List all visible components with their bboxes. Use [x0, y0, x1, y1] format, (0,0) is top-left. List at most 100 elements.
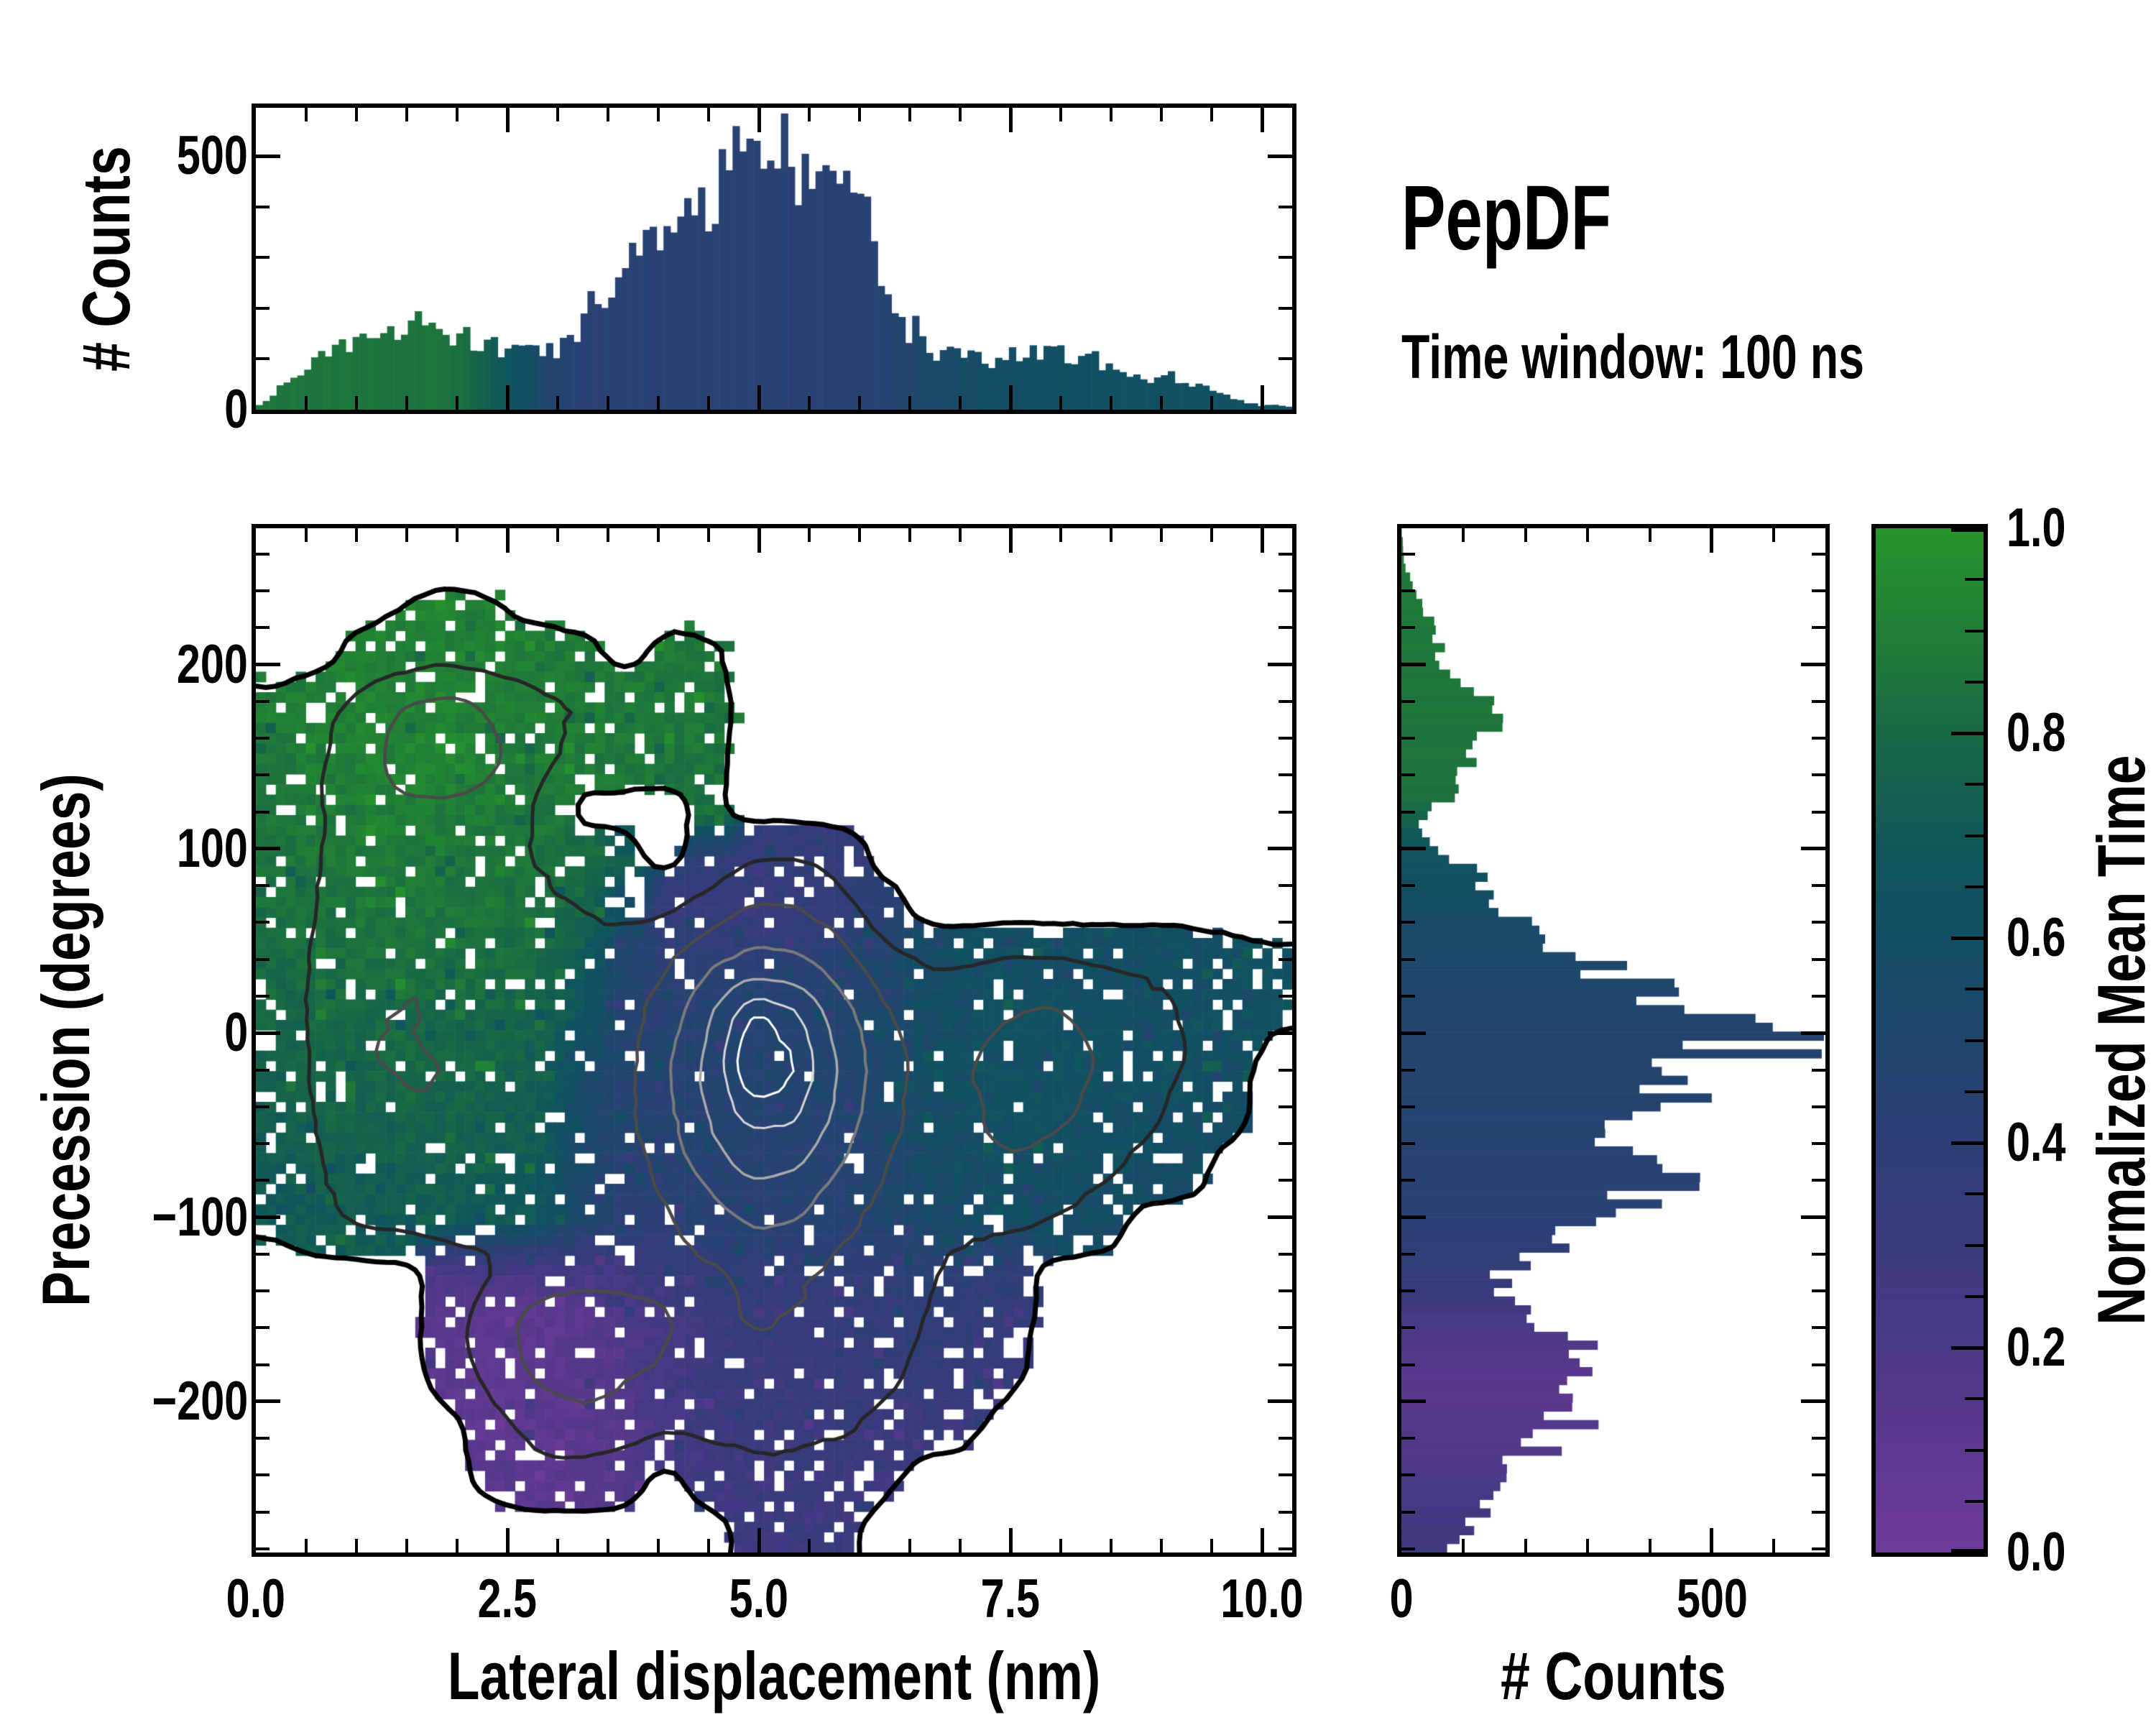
minor-tick-mark — [1812, 994, 1825, 998]
minor-tick-mark — [305, 396, 308, 410]
minor-tick-mark — [607, 1539, 609, 1552]
minor-tick-mark — [1812, 552, 1825, 556]
minor-tick-mark — [405, 528, 408, 542]
right-xaxis-label: # Counts — [1501, 1638, 1726, 1714]
minor-tick-mark — [1812, 810, 1825, 814]
minor-tick-mark — [256, 773, 270, 777]
minor-tick-mark — [1401, 810, 1415, 814]
main-y-tick-label: 200 — [177, 633, 248, 695]
main-heatmap-canvas — [256, 528, 1292, 1552]
minor-tick-mark — [1279, 205, 1292, 208]
minor-tick-mark — [1812, 921, 1825, 924]
minor-tick-mark — [1401, 957, 1415, 961]
minor-tick-mark — [256, 994, 270, 998]
minor-tick-mark — [556, 396, 559, 410]
minor-tick-mark — [1279, 357, 1292, 361]
colorbar — [1871, 524, 1988, 1557]
minor-tick-mark — [256, 1252, 270, 1256]
major-tick-mark — [505, 528, 510, 553]
minor-tick-mark — [1812, 1142, 1825, 1146]
minor-tick-mark — [256, 1105, 270, 1108]
major-tick-mark — [1260, 385, 1264, 410]
minor-tick-mark — [1401, 1326, 1415, 1330]
minor-tick-mark — [1401, 1179, 1415, 1182]
major-tick-mark — [1801, 1215, 1825, 1220]
minor-tick-mark — [1524, 1539, 1527, 1552]
minor-tick-mark — [1279, 884, 1292, 888]
colorbar-tick-label: 0.0 — [2007, 1522, 2066, 1583]
minor-tick-mark — [1648, 1539, 1651, 1552]
top-y-tick-label: 500 — [177, 125, 248, 187]
right-marginal-canvas — [1401, 528, 1825, 1552]
minor-tick-mark — [858, 528, 861, 542]
minor-tick-mark — [1965, 1397, 1984, 1401]
minor-tick-mark — [607, 108, 609, 121]
minor-tick-mark — [1279, 921, 1292, 924]
minor-tick-mark — [1279, 1510, 1292, 1514]
main-y-tick-label: 0 — [224, 1002, 248, 1064]
minor-tick-mark — [657, 396, 660, 410]
major-tick-mark — [1268, 663, 1292, 667]
major-tick-mark — [1951, 528, 1984, 532]
minor-tick-mark — [1401, 699, 1415, 703]
minor-tick-mark — [1462, 528, 1465, 542]
minor-tick-mark — [355, 1539, 358, 1552]
minor-tick-mark — [1812, 1363, 1825, 1366]
minor-tick-mark — [1401, 589, 1415, 593]
minor-tick-mark — [707, 396, 710, 410]
minor-tick-mark — [1812, 1510, 1825, 1514]
minor-tick-mark — [858, 108, 861, 121]
minor-tick-mark — [256, 884, 270, 888]
minor-tick-mark — [1401, 994, 1415, 998]
minor-tick-mark — [1110, 1539, 1112, 1552]
minor-tick-mark — [405, 1539, 408, 1552]
minor-tick-mark — [1401, 1510, 1415, 1514]
main-heatmap-axes — [252, 524, 1296, 1557]
minor-tick-mark — [1279, 589, 1292, 593]
minor-tick-mark — [355, 108, 358, 121]
minor-tick-mark — [256, 737, 270, 740]
minor-tick-mark — [1965, 1448, 1984, 1452]
minor-tick-mark — [1812, 1326, 1825, 1330]
major-tick-mark — [1401, 847, 1426, 851]
minor-tick-mark — [1812, 1437, 1825, 1440]
minor-tick-mark — [405, 396, 408, 410]
right-marginal-axes — [1397, 524, 1830, 1557]
minor-tick-mark — [858, 396, 861, 410]
minor-tick-mark — [1812, 1289, 1825, 1293]
minor-tick-mark — [1965, 578, 1984, 581]
major-tick-mark — [256, 663, 280, 667]
minor-tick-mark — [1812, 957, 1825, 961]
minor-tick-mark — [1279, 1068, 1292, 1072]
minor-tick-mark — [607, 528, 609, 542]
colorbar-tick-label: 0.8 — [2007, 702, 2066, 763]
minor-tick-mark — [1586, 1539, 1590, 1552]
minor-tick-mark — [1401, 1105, 1415, 1108]
major-tick-mark — [1260, 108, 1264, 132]
minor-tick-mark — [256, 205, 270, 208]
major-tick-mark — [1268, 1399, 1292, 1404]
minor-tick-mark — [1210, 108, 1213, 121]
major-tick-mark — [1268, 154, 1292, 158]
minor-tick-mark — [1812, 884, 1825, 888]
minor-tick-mark — [607, 396, 609, 410]
minor-tick-mark — [1210, 1539, 1213, 1552]
minor-tick-mark — [256, 1473, 270, 1477]
minor-tick-mark — [1110, 108, 1112, 121]
top-marginal-axes — [252, 104, 1296, 414]
minor-tick-mark — [1401, 1142, 1415, 1146]
main-xaxis-label: Lateral displacement (nm) — [447, 1638, 1101, 1714]
minor-tick-mark — [1401, 1363, 1415, 1366]
major-tick-mark — [1801, 663, 1825, 667]
minor-tick-mark — [1812, 699, 1825, 703]
minor-tick-mark — [1965, 1499, 1984, 1503]
major-tick-mark — [1401, 1399, 1426, 1404]
minor-tick-mark — [1965, 1243, 1984, 1247]
minor-tick-mark — [1160, 108, 1163, 121]
minor-tick-mark — [1965, 1192, 1984, 1196]
minor-tick-mark — [256, 957, 270, 961]
minor-tick-mark — [1279, 1547, 1292, 1550]
minor-tick-mark — [707, 528, 710, 542]
minor-tick-mark — [1059, 528, 1062, 542]
major-tick-mark — [1401, 1215, 1426, 1220]
